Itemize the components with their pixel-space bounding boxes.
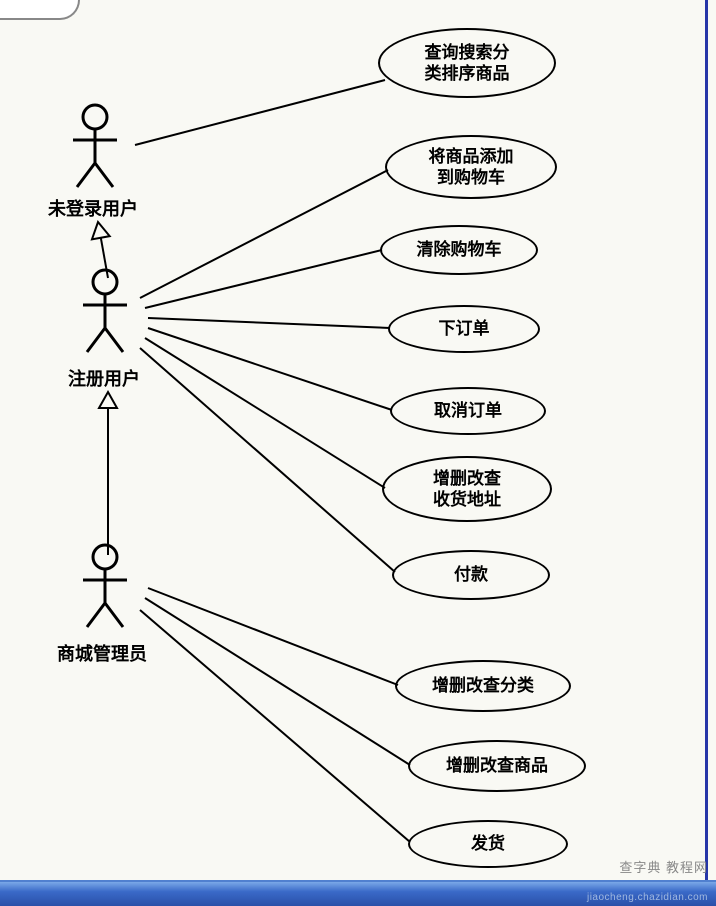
watermark-url: jiaocheng.chazidian.com: [587, 892, 708, 903]
diagram-canvas: [0, 0, 716, 906]
usecase-uc8: 增删改查分类: [395, 660, 571, 712]
association-line: [140, 610, 410, 842]
association-line: [135, 80, 385, 145]
association-line: [145, 598, 410, 765]
association-line: [145, 338, 385, 488]
actor-registered: [83, 270, 127, 352]
usecase-uc10: 发货: [408, 820, 568, 868]
watermark-text: 查字典 教程网: [619, 857, 708, 876]
association-line: [148, 588, 398, 685]
association-line: [148, 328, 392, 410]
usecase-uc6: 增删改查收货地址: [382, 456, 552, 522]
usecase-uc4: 下订单: [388, 305, 540, 353]
actor-guest: [73, 105, 117, 187]
association-line: [145, 250, 382, 308]
usecase-uc7: 付款: [392, 550, 550, 600]
actor-label-registered: 注册用户: [68, 365, 140, 391]
usecase-uc9: 增删改查商品: [408, 740, 586, 792]
usecase-uc3: 清除购物车: [380, 225, 538, 275]
actor-label-guest: 未登录用户: [48, 195, 138, 221]
generalization-arrowhead-icon: [92, 222, 110, 239]
usecase-uc2: 将商品添加到购物车: [385, 135, 557, 199]
actor-label-admin: 商城管理员: [57, 640, 147, 666]
association-line: [148, 318, 390, 328]
generalization-arrowhead-icon: [99, 392, 117, 408]
association-line: [140, 348, 395, 572]
actor-admin: [83, 545, 127, 627]
usecase-uc1: 查询搜索分类排序商品: [378, 28, 556, 98]
usecase-uc5: 取消订单: [390, 387, 546, 435]
